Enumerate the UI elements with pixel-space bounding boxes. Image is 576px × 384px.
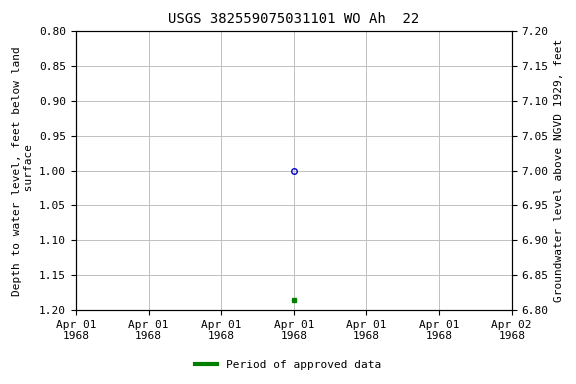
Legend: Period of approved data: Period of approved data (191, 356, 385, 375)
Y-axis label: Depth to water level, feet below land
 surface: Depth to water level, feet below land su… (12, 46, 33, 296)
Y-axis label: Groundwater level above NGVD 1929, feet: Groundwater level above NGVD 1929, feet (554, 39, 564, 302)
Title: USGS 382559075031101 WO Ah  22: USGS 382559075031101 WO Ah 22 (168, 12, 419, 26)
